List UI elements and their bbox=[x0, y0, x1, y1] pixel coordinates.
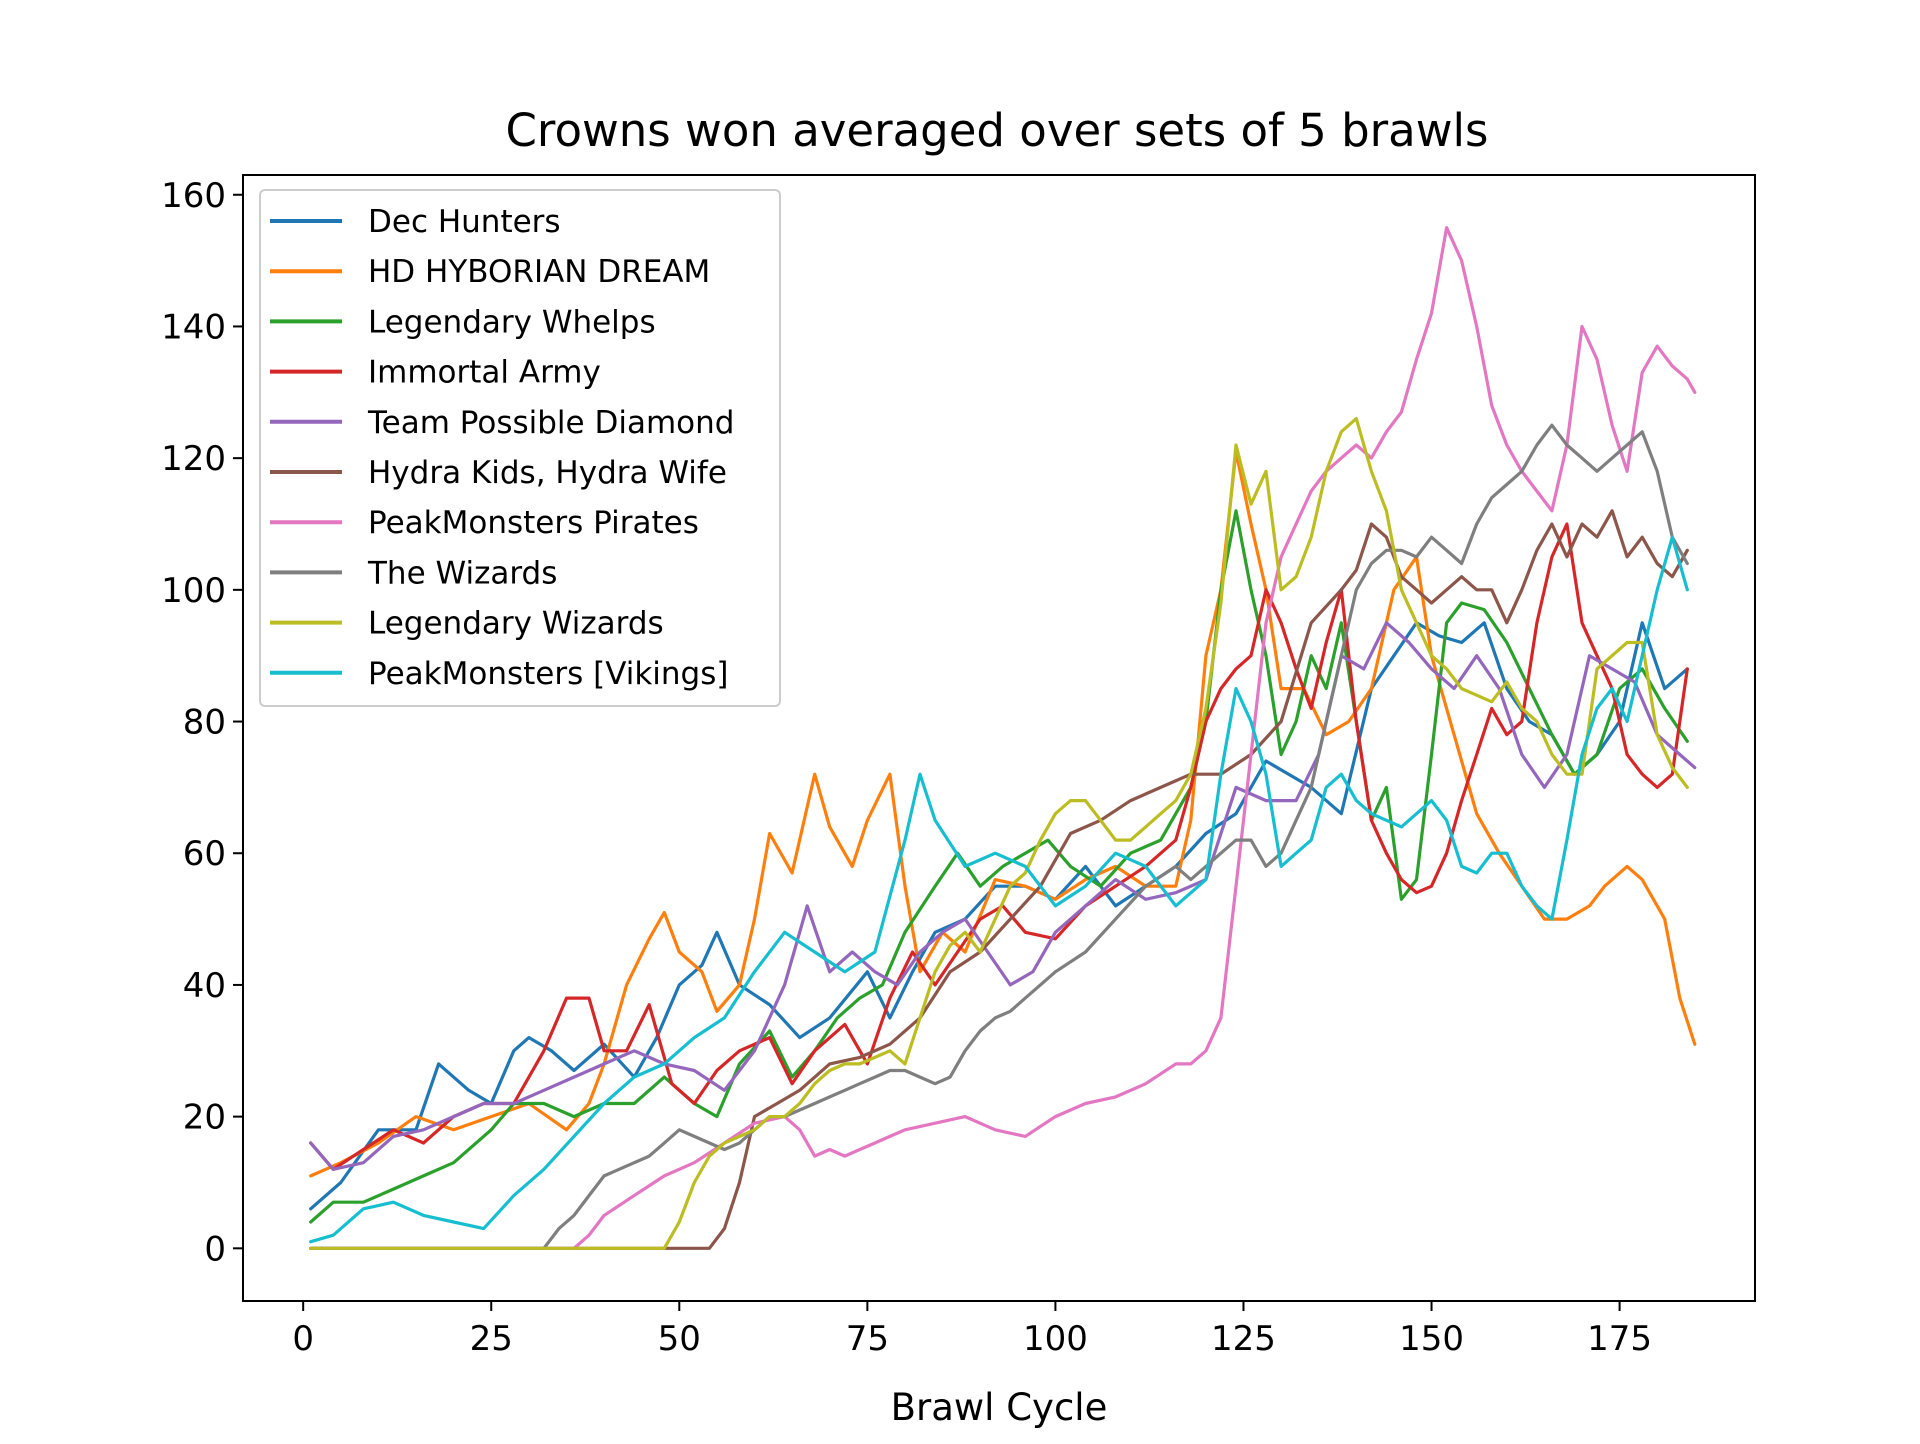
plot-frame bbox=[242, 174, 1756, 1302]
x-tick-label: 100 bbox=[1023, 1319, 1088, 1359]
series-line-9 bbox=[309, 535, 1689, 1244]
legend-label: Team Possible Diamond bbox=[367, 405, 734, 441]
y-tick-label: 80 bbox=[183, 703, 226, 743]
legend-frame bbox=[259, 189, 781, 707]
legend: Dec Hunters HD HYBORIAN DREAM Legendary Wh… bbox=[259, 189, 781, 707]
x-tick-label: 0 bbox=[292, 1319, 314, 1359]
x-tick-label: 25 bbox=[470, 1319, 513, 1359]
x-tick-label: 75 bbox=[846, 1319, 889, 1359]
x-tick-label: 125 bbox=[1211, 1319, 1276, 1359]
y-tick-label: 0 bbox=[204, 1229, 226, 1269]
series-line-6 bbox=[309, 226, 1697, 1250]
x-tick-label: 150 bbox=[1399, 1319, 1464, 1359]
series-line-4 bbox=[309, 621, 1697, 1171]
y-tick-label: 40 bbox=[183, 966, 226, 1006]
series-line-1 bbox=[309, 450, 1697, 1178]
x-tick-label: 175 bbox=[1587, 1319, 1652, 1359]
legend-label: Immortal Army bbox=[368, 355, 601, 391]
legend-label: PeakMonsters [Vikings] bbox=[368, 656, 728, 692]
legend-label: PeakMonsters Pirates bbox=[368, 505, 699, 541]
y-tick-label: 160 bbox=[161, 176, 226, 216]
series-line-2 bbox=[309, 509, 1689, 1224]
y-tick-label: 20 bbox=[183, 1098, 226, 1138]
legend-label: Dec Hunters bbox=[368, 204, 561, 240]
chart-title: Crowns won averaged over sets of 5 brawl… bbox=[506, 104, 1489, 157]
series-line-3 bbox=[309, 522, 1689, 1171]
y-tick-label: 100 bbox=[161, 571, 226, 611]
legend-label: The Wizards bbox=[367, 555, 557, 591]
legend-label: Legendary Whelps bbox=[368, 304, 656, 340]
y-tick-label: 120 bbox=[161, 439, 226, 479]
y-axis: 0 20 40 60 80 100 120 140 160 bbox=[161, 176, 243, 1269]
y-tick-label: 140 bbox=[161, 307, 226, 347]
legend-label: Hydra Kids, Hydra Wife bbox=[368, 455, 727, 491]
series-layer bbox=[309, 226, 1697, 1250]
x-axis: 0 25 50 75 100 125 150 175 bbox=[292, 1301, 1652, 1359]
series-line-7 bbox=[309, 423, 1689, 1250]
legend-label: HD HYBORIAN DREAM bbox=[368, 254, 710, 290]
legend-label: Legendary Wizards bbox=[368, 606, 664, 642]
x-axis-label: Brawl Cycle bbox=[891, 1386, 1108, 1429]
x-tick-label: 50 bbox=[658, 1319, 701, 1359]
series-line-8 bbox=[309, 417, 1689, 1250]
y-tick-label: 60 bbox=[183, 834, 226, 874]
